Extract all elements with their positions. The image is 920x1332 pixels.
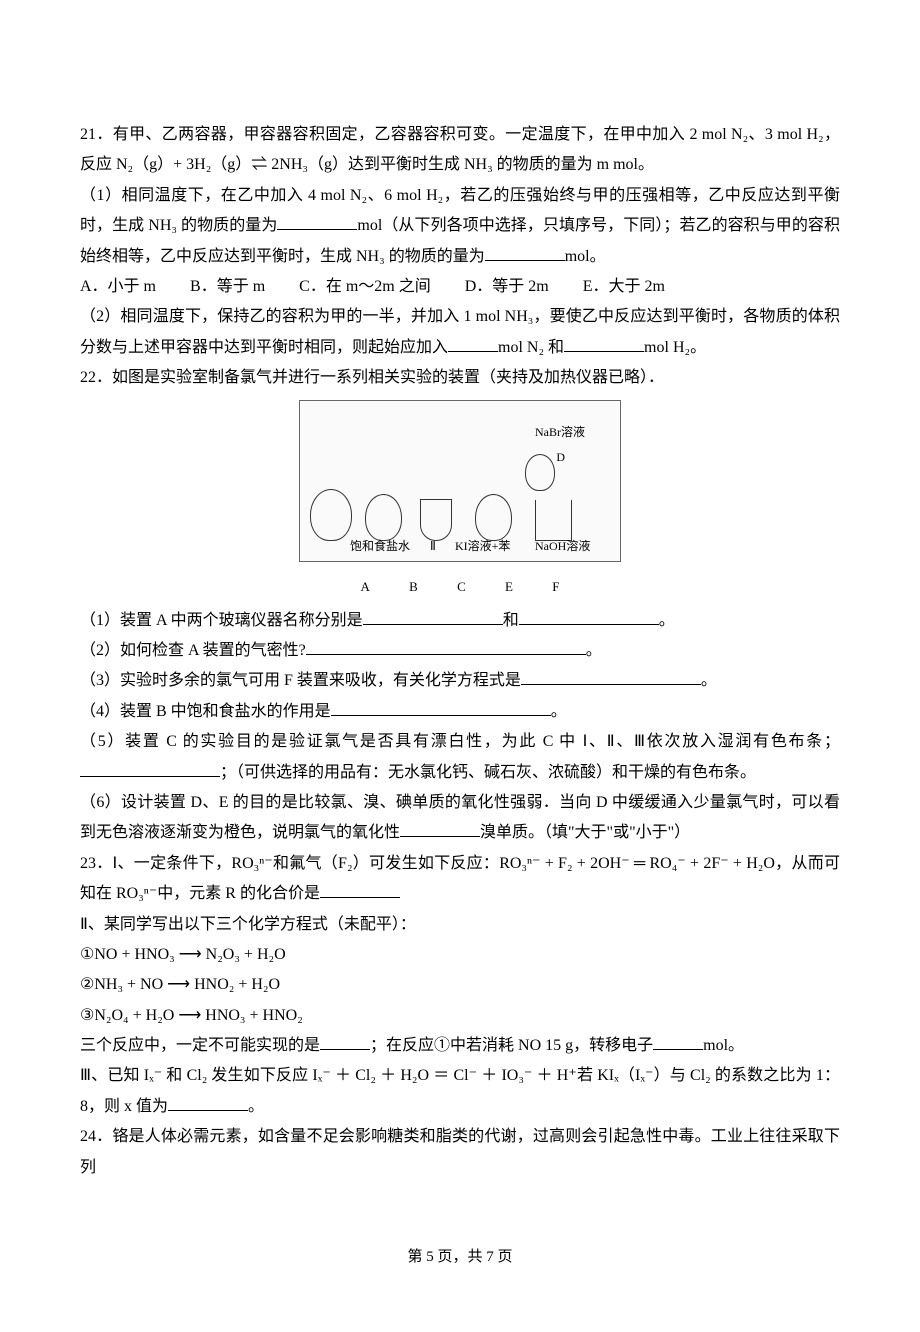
label-e: E <box>505 579 513 594</box>
q21-options: A．小于 m B．等于 m C．在 m～2m 之间 D．等于 2m E．大于 2… <box>80 272 840 302</box>
label-ki: KI溶液+苯 <box>455 535 510 558</box>
q22-part4: （4）装置 B 中饱和食盐水的作用是。 <box>80 697 840 727</box>
label-f: F <box>552 579 559 594</box>
blank <box>331 699 551 716</box>
blank <box>168 1094 248 1111</box>
blank <box>400 820 480 837</box>
opt-a: A．小于 m <box>80 272 156 302</box>
label-a: A <box>361 579 370 594</box>
label-saltwater: 饱和食盐水 <box>350 535 410 558</box>
q23-part3: 三个反应中，一定不可能实现的是；在反应①中若消耗 NO 15 g，转移电子mol… <box>80 1031 840 1061</box>
blank <box>363 608 503 625</box>
blank <box>485 244 565 261</box>
opt-d: D．等于 2m <box>465 272 549 302</box>
q22-part6: （6）设计装置 D、E 的目的是比较氯、溴、碘单质的氧化性强弱．当向 D 中缓缓… <box>80 788 840 849</box>
blank <box>306 638 586 655</box>
q22-part5: （5）装置 C 的实验目的是验证氯气是否具有漂白性，为此 C 中 Ⅰ、Ⅱ、Ⅲ依次… <box>80 727 840 788</box>
q21-part1: （1）相同温度下，在乙中加入 4 mol N₂、6 mol H₂，若乙的压强始终… <box>80 181 840 272</box>
flask-b-icon <box>365 494 402 541</box>
blank <box>519 608 659 625</box>
blank <box>448 335 498 352</box>
page-content: 21．有甲、乙两容器，甲容器容积固定，乙容器容积可变。一定温度下，在甲中加入 2… <box>0 0 920 1332</box>
label-ii: Ⅱ <box>430 535 436 558</box>
blank <box>564 335 644 352</box>
q21-stem: 21．有甲、乙两容器，甲容器容积固定，乙容器容积可变。一定温度下，在甲中加入 2… <box>80 120 840 181</box>
utube-c-icon <box>420 499 452 541</box>
q23-eq1: ①NO + HNO₃ ⟶ N₂O₃ + H₂O <box>80 940 840 970</box>
q22-part1: （1）装置 A 中两个玻璃仪器名称分别是和。 <box>80 606 840 636</box>
label-c: C <box>457 579 466 594</box>
blank <box>653 1033 703 1050</box>
q22-part3: （3）实验时多余的氯气可用 F 装置来吸收，有关化学方程式是。 <box>80 666 840 696</box>
blank <box>277 213 357 230</box>
q22-num: 22． <box>80 369 112 386</box>
flask-a-icon <box>310 489 352 541</box>
q24-stem: 24．铬是人体必需元素，如含量不足会影响糖类和脂类的代谢，过高则会引起急性中毒。… <box>80 1122 840 1183</box>
label-b: B <box>409 579 418 594</box>
q21-num: 21． <box>80 126 113 143</box>
q23-part1: 23．Ⅰ、一定条件下，RO₃ⁿ⁻和氟气（F₂）可发生如下反应：RO₃ⁿ⁻ + F… <box>80 849 840 910</box>
page-footer: 第 5 页，共 7 页 <box>80 1243 840 1272</box>
flask-d-icon <box>525 454 555 491</box>
apparatus-labels-row: A B C E F <box>80 575 840 600</box>
blank <box>521 668 701 685</box>
q23-eq2: ②NH₃ + NO ⟶ HNO₂ + H₂O <box>80 970 840 1000</box>
blank <box>320 1033 370 1050</box>
blank <box>320 881 400 898</box>
opt-c: C．在 m～2m 之间 <box>299 272 431 302</box>
q22-part2: （2）如何检查 A 装置的气密性?。 <box>80 636 840 666</box>
blank <box>80 760 220 777</box>
q24-num: 24． <box>80 1128 112 1145</box>
label-d: D <box>556 446 565 469</box>
q23-eq3: ③N₂O₄ + H₂O ⟶ HNO₃ + HNO₂ <box>80 1001 840 1031</box>
q22-stem: 22．如图是实验室制备氯气并进行一系列相关实验的装置（夹持及加热仪器已略）． <box>80 363 840 393</box>
label-nabr: NaBr溶液 <box>535 421 585 444</box>
apparatus-figure: NaBr溶液 D 饱和食盐水 Ⅱ KI溶液+苯 NaOH溶液 A B C E F <box>80 400 840 600</box>
opt-e: E．大于 2m <box>583 272 665 302</box>
opt-b: B．等于 m <box>190 272 265 302</box>
q23-num: 23． <box>80 855 113 872</box>
q23-part4: Ⅲ、已知 Iₓ⁻ 和 Cl₂ 发生如下反应 Iₓ⁻ ＋ Cl₂ ＋ H₂O ＝ … <box>80 1061 840 1122</box>
q23-part2-intro: Ⅱ、某同学写出以下三个化学方程式（未配平）： <box>80 910 840 940</box>
q21-part2: （2）相同温度下，保持乙的容积为甲的一半，并加入 1 mol NH₃，要使乙中反… <box>80 302 840 363</box>
flask-e-icon <box>475 494 512 541</box>
label-naoh: NaOH溶液 <box>535 535 590 558</box>
apparatus-diagram: NaBr溶液 D 饱和食盐水 Ⅱ KI溶液+苯 NaOH溶液 <box>299 400 621 562</box>
